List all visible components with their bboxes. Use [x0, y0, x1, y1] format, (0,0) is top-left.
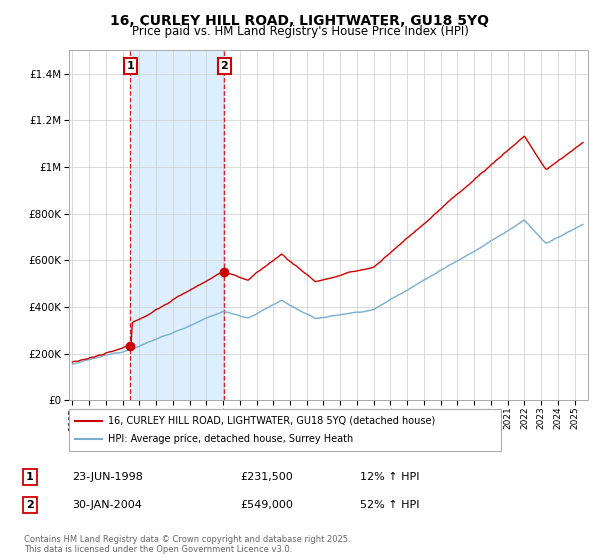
- Text: 16, CURLEY HILL ROAD, LIGHTWATER, GU18 5YQ (detached house): 16, CURLEY HILL ROAD, LIGHTWATER, GU18 5…: [108, 416, 435, 426]
- Bar: [130, 50, 224, 400]
- Text: Contains HM Land Registry data © Crown copyright and database right 2025.
This d: Contains HM Land Registry data © Crown c…: [24, 535, 350, 554]
- Text: HPI: Average price, detached house, Surrey Heath: HPI: Average price, detached house, Surr…: [108, 434, 353, 444]
- Text: 23-JUN-1998: 23-JUN-1998: [72, 472, 143, 482]
- Text: £231,500: £231,500: [240, 472, 293, 482]
- Text: 1: 1: [127, 61, 134, 71]
- Text: 12% ↑ HPI: 12% ↑ HPI: [360, 472, 419, 482]
- Text: 52% ↑ HPI: 52% ↑ HPI: [360, 500, 419, 510]
- Text: Price paid vs. HM Land Registry's House Price Index (HPI): Price paid vs. HM Land Registry's House …: [131, 25, 469, 38]
- Text: 30-JAN-2004: 30-JAN-2004: [72, 500, 142, 510]
- Text: £549,000: £549,000: [240, 500, 293, 510]
- Text: 16, CURLEY HILL ROAD, LIGHTWATER, GU18 5YQ: 16, CURLEY HILL ROAD, LIGHTWATER, GU18 5…: [110, 14, 490, 28]
- Text: 2: 2: [220, 61, 228, 71]
- Text: 1: 1: [26, 472, 34, 482]
- Text: 2: 2: [26, 500, 34, 510]
